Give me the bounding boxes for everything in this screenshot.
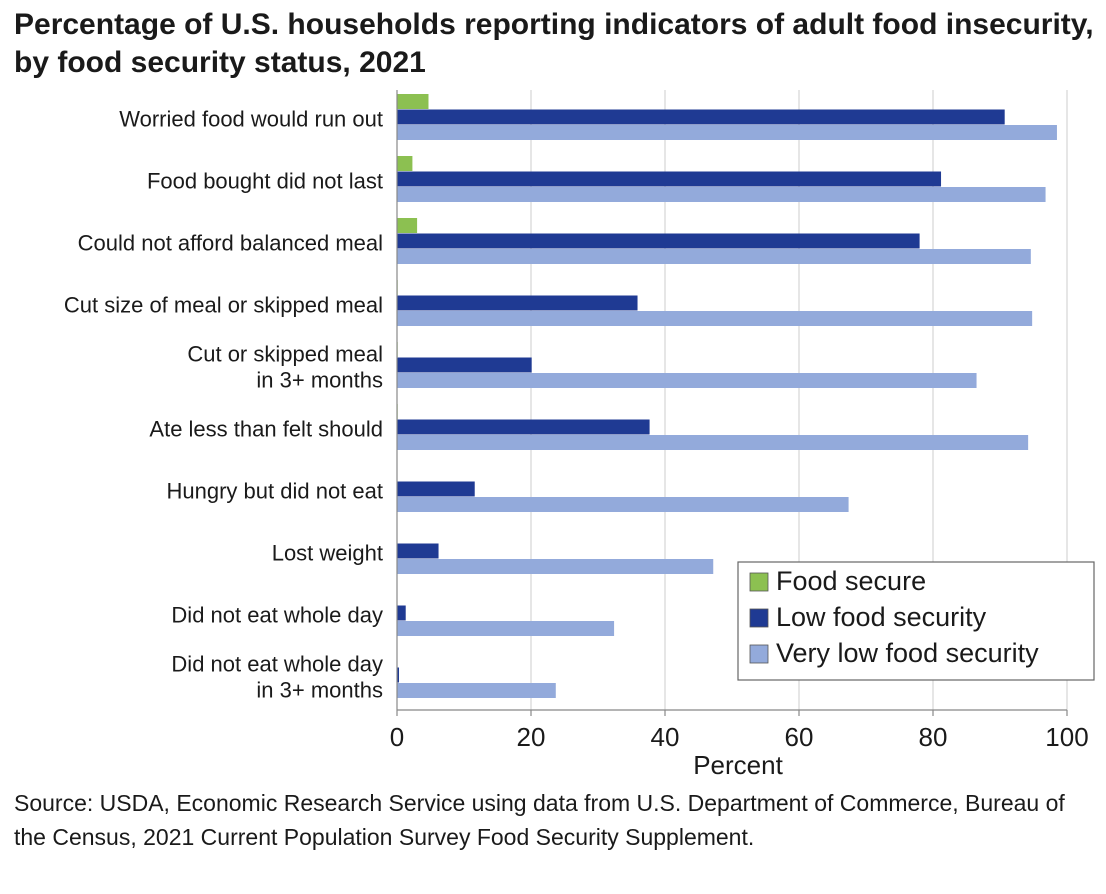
x-tick-label: 80 [919,722,948,752]
bar [397,559,714,574]
legend-label: Very low food security [776,638,1039,668]
x-tick-label: 40 [651,722,680,752]
bar [397,125,1057,140]
legend-swatch [749,644,769,664]
category-label: Hungry but did not eat [167,479,383,504]
legend-swatch [749,608,769,628]
category-label: Worried food would run out [119,107,383,132]
legend-label: Low food security [776,602,987,632]
bar [397,543,439,559]
category-label: Cut or skipped meal [187,342,383,367]
source-note: Source: USDA, Economic Research Service … [14,790,1065,850]
axes [396,90,1068,716]
bar [397,171,942,187]
bar [397,419,650,435]
category-label: Could not afford balanced meal [78,231,383,256]
legend-label: Food secure [776,566,926,596]
bar [397,497,849,512]
bar [397,373,977,388]
legend-background [737,561,1095,681]
bar [397,187,1046,202]
x-tick-label: 0 [390,722,404,752]
bar [397,435,1029,450]
legend: Food secure Low food security Very low foo… [737,561,1095,681]
category-label: Ate less than felt should [149,417,383,442]
bars [397,94,1057,698]
x-tick-label: 60 [785,722,814,752]
legend-swatch [749,572,769,592]
category-label: Food bought did not last [147,169,383,194]
bar [397,109,1005,125]
bar [397,94,429,109]
category-label: Cut size of meal or skipped meal [64,293,383,318]
category-label: Did not eat whole day [171,652,383,677]
x-tick-label: 100 [1045,722,1088,752]
chart-title: Percentage of U.S. households reporting … [14,8,1094,79]
category-label: Did not eat whole day [171,603,383,628]
bar [397,683,556,698]
bar [397,357,532,373]
bar [397,218,418,233]
category-label: Lost weight [272,541,383,566]
bar [397,605,406,621]
bar [397,667,400,683]
x-axis-label: Percent [693,750,783,780]
category-label: in 3+ months [256,368,383,393]
bar [397,311,1033,326]
x-tick-labels: 0 20 40 60 80 100 [390,722,1089,752]
bar [397,621,615,636]
x-tick-label: 20 [517,722,546,752]
bar [397,233,920,249]
bar [397,481,475,497]
category-label: in 3+ months [256,678,383,703]
bar [397,295,638,311]
bar [397,156,413,171]
bar [397,249,1031,264]
category-labels: Worried food would run out Food bought di… [64,107,383,703]
